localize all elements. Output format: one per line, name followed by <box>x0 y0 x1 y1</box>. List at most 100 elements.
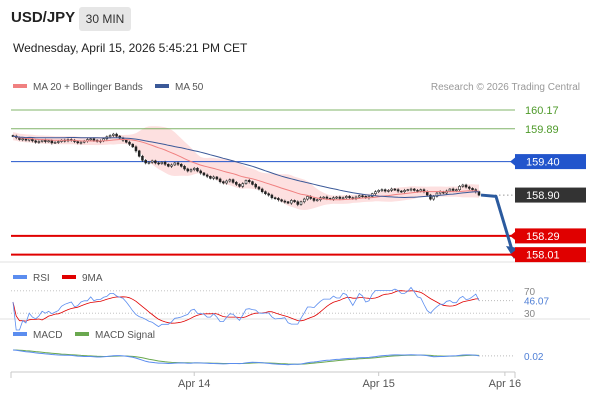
candle-body <box>406 189 410 192</box>
candle-body <box>235 182 238 185</box>
candle-body <box>270 194 274 199</box>
candle-body <box>267 193 270 196</box>
candle-body <box>302 198 306 203</box>
rsi-tick-label-0: 70 <box>524 287 536 298</box>
candle-body <box>458 186 461 191</box>
datetime-label: Wednesday, April 15, 2026 5:45:21 PM CET <box>13 41 248 55</box>
bollinger-band <box>13 126 479 210</box>
support-level-label-4: 158.29 <box>526 231 560 243</box>
candle-body <box>464 184 468 188</box>
ma50-line <box>12 135 480 199</box>
last-price-label: 158.90 <box>526 190 560 202</box>
last-price-tag <box>515 187 586 203</box>
candle-body <box>345 196 348 199</box>
candle-body <box>286 201 290 204</box>
candle-body <box>409 188 413 191</box>
candle-body <box>199 170 202 174</box>
candle-body <box>192 167 196 170</box>
candle-body <box>154 160 157 164</box>
candle-body <box>455 189 458 192</box>
candle-body <box>131 143 135 148</box>
rsi-legend-swatch <box>13 275 27 279</box>
candle-body <box>361 195 364 198</box>
candle-body <box>141 155 144 161</box>
candle-body <box>432 196 435 200</box>
candle-body <box>461 184 465 187</box>
candle-body <box>134 146 138 152</box>
candle-body <box>53 141 57 144</box>
candle-body <box>471 188 474 191</box>
target-level-label-0: 160.17 <box>525 105 559 117</box>
candle-body <box>400 190 403 193</box>
candle-body <box>50 140 54 144</box>
candle-body <box>128 141 131 145</box>
candle-body <box>231 179 235 183</box>
support-level-tag-4 <box>515 228 586 244</box>
forecast-arrow-line <box>480 193 514 251</box>
timeframe-badge[interactable]: 30 MIN <box>79 7 131 31</box>
candle-body <box>189 169 193 172</box>
candle-body <box>425 191 429 196</box>
candle-body <box>348 196 351 199</box>
candle-body <box>160 161 164 164</box>
candle-body <box>225 180 228 184</box>
candle-body <box>335 196 338 199</box>
candle-body <box>89 138 92 141</box>
macd-last-value: 0.02 <box>524 352 544 363</box>
level-price-labels: 160.17 159.89 159.40 158.90 158.29 158.01 <box>510 105 586 263</box>
candle-body <box>377 190 380 193</box>
candle-body <box>222 181 225 184</box>
rsi-last-value: 46.07 <box>524 297 549 308</box>
candle-body <box>115 133 118 137</box>
candle-body <box>387 190 390 192</box>
candle-body <box>157 162 160 165</box>
candle-body <box>312 198 316 201</box>
candle-body <box>167 163 170 167</box>
macd-signal-legend-swatch <box>75 332 89 336</box>
support-level-label-5: 158.01 <box>526 250 560 262</box>
candle-body <box>380 189 384 192</box>
time-axis-label-1: Apr 15 <box>362 378 394 390</box>
candle-body <box>429 194 432 200</box>
rsi-legend-label: RSI <box>33 273 50 284</box>
candle-body <box>47 140 50 143</box>
candle-body <box>202 172 206 176</box>
time-axis-labels: Apr 14 Apr 15 Apr 16 <box>178 372 521 390</box>
candle-body <box>257 186 261 190</box>
candle-body <box>357 195 361 198</box>
rsi-ma-line <box>12 290 479 324</box>
candle-body <box>393 188 397 191</box>
candle-body <box>215 176 219 180</box>
moving-averages <box>12 135 480 201</box>
ma50-legend-swatch <box>155 84 169 88</box>
level-lines <box>11 109 515 256</box>
candle-body <box>183 165 186 170</box>
candle-body <box>306 196 309 200</box>
candle-body <box>34 140 37 143</box>
support-level-tag-pointer-5 <box>510 250 515 259</box>
candle-body <box>419 189 423 192</box>
candle-body <box>212 176 215 179</box>
macd-legend-swatch <box>13 332 27 336</box>
macd-lines: 0.02 <box>12 349 544 366</box>
candle-body <box>341 197 345 200</box>
candle-body <box>40 139 44 142</box>
candle-body <box>170 164 173 167</box>
candle-body <box>332 197 335 200</box>
candle-body <box>338 196 342 199</box>
candle-body <box>79 141 83 144</box>
candle-body <box>296 201 300 205</box>
candle-body <box>396 189 400 192</box>
candle-body <box>228 179 232 182</box>
rsi-ma-legend-label: 9MA <box>82 273 103 284</box>
candle-body <box>124 139 128 143</box>
pivot-level-label-2: 159.40 <box>526 157 560 169</box>
rsi-ma-legend-swatch <box>62 275 76 279</box>
forecast-arrow <box>480 193 518 259</box>
candle-body <box>205 174 209 177</box>
candle-body <box>325 196 329 199</box>
macd-signal-line <box>13 349 480 365</box>
support-level-tag-5 <box>515 247 586 263</box>
candle-body <box>293 200 296 203</box>
